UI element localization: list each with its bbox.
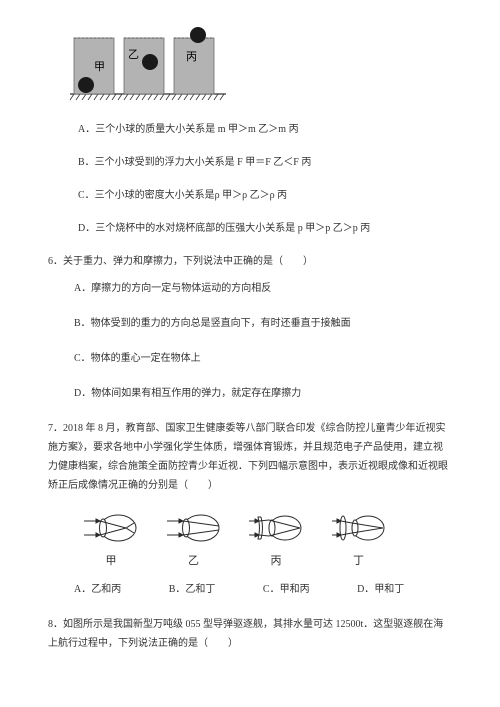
q7-choice-a: A．乙和丙 — [74, 580, 121, 599]
q7-c-text: 甲和丙 — [280, 584, 310, 595]
q6-c-text: 物体的重心一定在物体上 — [91, 353, 201, 364]
q5-choice-b: B．三个小球受到的浮力大小关系是 F 甲＝F 乙＜F 丙 — [78, 153, 452, 172]
eye-label-b: 乙 — [165, 551, 223, 572]
q7-b-text: 乙和丁 — [185, 584, 215, 595]
eye-svg-c — [247, 509, 305, 547]
q6-choice-d: D．物体间如果有相互作用的弹力，就定存在摩擦力 — [74, 384, 452, 403]
q6-choice-b: B．物体受到的重力的方向总是竖直向下，有时还垂直于接触面 — [74, 314, 452, 333]
q7-a-text: 乙和丙 — [91, 584, 121, 595]
eye-block-c: 丙 — [247, 509, 305, 572]
eye-block-a: 甲 — [82, 509, 140, 572]
q5-diagram: 甲 乙 丙 — [68, 20, 452, 102]
cup-label-c: 丙 — [186, 51, 197, 63]
q6-choice-a: A．摩擦力的方向一定与物体运动的方向相反 — [74, 279, 452, 298]
q6-a-text: 摩擦力的方向一定与物体运动的方向相反 — [91, 283, 271, 294]
q7-choice-d: D．甲和丁 — [357, 580, 404, 599]
cup-label-a: 甲 — [94, 61, 105, 73]
eye-block-d: 丁 — [330, 509, 388, 572]
q7-d-text: 甲和丁 — [374, 584, 404, 595]
q5-a-text: 三个小球的质量大小关系是 m 甲＞m 乙＞m 丙 — [95, 124, 298, 135]
q5-choice-a: A．三个小球的质量大小关系是 m 甲＞m 乙＞m 丙 — [78, 120, 452, 139]
q6-stem: 6．关于重力、弹力和摩擦力，下列说法中正确的是（ ） — [48, 252, 452, 271]
q5-choice-c: C．三个小球的密度大小关系是ρ 甲＞ρ 乙＞ρ 丙 — [78, 186, 452, 205]
q7-choice-b: B．乙和丁 — [169, 580, 216, 599]
eye-label-c: 丙 — [247, 551, 305, 572]
q6-choices: A．摩擦力的方向一定与物体运动的方向相反 B．物体受到的重力的方向总是竖直向下，… — [74, 279, 452, 403]
eye-svg-b — [165, 509, 223, 547]
q5-choice-d: D．三个烧杯中的水对烧杯底部的压强大小关系是 p 甲＞p 乙＞p 丙 — [78, 219, 452, 238]
beaker-diagram-svg: 甲 乙 丙 — [68, 20, 228, 102]
q7-stem: 7．2018 年 8 月，教育部、国家卫生健康委等八部门联合印发《综合防控儿童青… — [48, 419, 452, 495]
q7-eye-diagrams: 甲 乙 — [82, 509, 452, 572]
q6-choice-c: C．物体的重心一定在物体上 — [74, 349, 452, 368]
q8-stem: 8．如图所示是我国新型万吨级 055 型导弹驱逐舰，其排水量可达 12500t．… — [48, 615, 452, 653]
eye-svg-a — [82, 509, 140, 547]
q5-d-text: 三个烧杯中的水对烧杯底部的压强大小关系是 p 甲＞p 乙＞p 丙 — [95, 223, 370, 234]
q7-choice-c: C．甲和丙 — [263, 580, 310, 599]
eye-block-b: 乙 — [165, 509, 223, 572]
q8-stem-text: 8．如图所示是我国新型万吨级 055 型导弹驱逐舰，其排水量可达 12500t．… — [48, 619, 443, 649]
eye-label-a: 甲 — [82, 551, 140, 572]
q6-d-text: 物体间如果有相互作用的弹力，就定存在摩擦力 — [91, 388, 301, 399]
cup-label-b: 乙 — [128, 48, 139, 61]
q5-choices: A．三个小球的质量大小关系是 m 甲＞m 乙＞m 丙 B．三个小球受到的浮力大小… — [78, 120, 452, 238]
q5-c-text: 三个小球的密度大小关系是ρ 甲＞ρ 乙＞ρ 丙 — [95, 190, 287, 201]
q6-b-text: 物体受到的重力的方向总是竖直向下，有时还垂直于接触面 — [91, 318, 351, 329]
eye-svg-d — [330, 509, 388, 547]
q6-stem-text: 6．关于重力、弹力和摩擦力，下列说法中正确的是（ ） — [48, 256, 313, 267]
q7-stem-text: 7．2018 年 8 月，教育部、国家卫生健康委等八部门联合印发《综合防控儿童青… — [48, 423, 448, 491]
eye-label-d: 丁 — [330, 551, 388, 572]
q5-b-text: 三个小球受到的浮力大小关系是 F 甲＝F 乙＜F 丙 — [95, 157, 312, 168]
q7-choices: A．乙和丙 B．乙和丁 C．甲和丙 D．甲和丁 — [74, 580, 452, 599]
